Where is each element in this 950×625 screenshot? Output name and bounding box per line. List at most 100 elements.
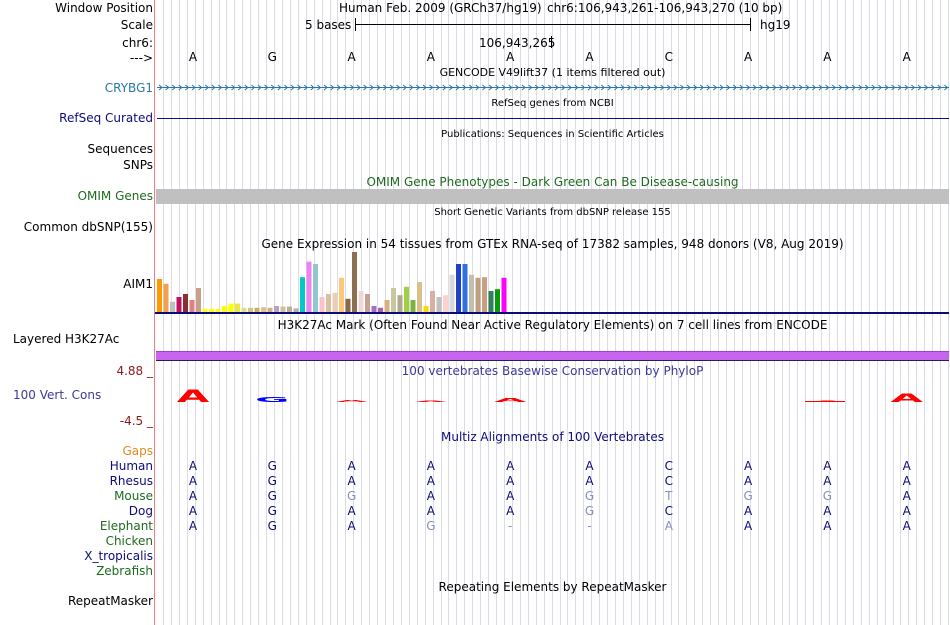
- gencode-strand-chevron: [660, 84, 665, 91]
- multiz-aligned-base: A: [902, 459, 911, 473]
- gencode-strand-chevron: [765, 84, 770, 91]
- multiz-species-label[interactable]: Chicken: [105, 534, 153, 548]
- gencode-strand-chevron: [468, 84, 473, 91]
- gtex-tissue-bar: [319, 297, 325, 312]
- phylop-conservation-letter: G: [255, 396, 289, 404]
- gencode-strand-chevron: [158, 84, 163, 91]
- multiz-aligned-base: C: [664, 504, 673, 518]
- gtex-tissue-bar: [163, 283, 169, 312]
- gtex-tissue-bar: [196, 288, 201, 312]
- gencode-strand-chevron: [165, 84, 170, 91]
- gencode-strand-chevron: [356, 84, 361, 91]
- gtex-tissue-bar: [209, 309, 214, 312]
- refseq-track-label[interactable]: RefSeq Curated: [59, 111, 153, 125]
- multiz-aligned-base: A: [347, 519, 356, 533]
- gencode-strand-chevron: [614, 84, 619, 91]
- gtex-tissue-bar: [475, 277, 481, 312]
- gtex-tissue-bar: [313, 264, 318, 312]
- phylop-track-label[interactable]: 100 Vert. Cons: [13, 388, 102, 402]
- gencode-strand-chevron: [587, 84, 592, 91]
- gtex-tissue-bar: [365, 294, 370, 312]
- reference-base: A: [188, 50, 198, 64]
- gencode-strand-chevron: [864, 84, 869, 91]
- gencode-strand-chevron: [719, 84, 724, 91]
- gencode-gene-label[interactable]: CRYBG1: [104, 81, 153, 95]
- gencode-strand-chevron: [607, 84, 612, 91]
- multiz-aligned-base: -: [587, 519, 592, 533]
- gencode-strand-chevron: [541, 84, 546, 91]
- multiz-aligned-base: A: [426, 459, 435, 473]
- multiz-aligned-base: G: [346, 489, 357, 503]
- gtex-tissue-bar: [443, 295, 448, 312]
- gencode-strand-chevron: [911, 84, 916, 91]
- h3k27ac-signal-band: [156, 352, 949, 361]
- multiz-aligned-base: G: [743, 489, 753, 503]
- multiz-aligned-base: A: [664, 519, 673, 533]
- gencode-strand-chevron: [369, 84, 374, 91]
- dbsnp-track-label[interactable]: Common dbSNP(155): [23, 220, 153, 234]
- gencode-strand-chevron: [323, 84, 328, 91]
- gtex-tissue-bar: [189, 300, 195, 312]
- gtex-tissue-bar: [391, 288, 396, 312]
- gencode-strand-chevron: [706, 84, 711, 91]
- multiz-aligned-base: A: [902, 519, 911, 533]
- gtex-gene-label[interactable]: AIM1: [123, 277, 153, 291]
- reference-base: A: [347, 50, 356, 64]
- gtex-tissue-bar: [248, 307, 253, 312]
- publications-label-sequences[interactable]: Sequences: [87, 142, 153, 156]
- strand-arrow-label: --->: [129, 51, 153, 65]
- gencode-strand-chevron: [310, 84, 315, 91]
- gencode-strand-chevron: [944, 84, 949, 91]
- gencode-strand-chevron: [924, 84, 929, 91]
- gencode-strand-chevron: [251, 84, 256, 91]
- gtex-tissue-bar: [436, 297, 442, 312]
- gencode-title: GENCODE V49lift37 (1 items filtered out): [439, 66, 666, 79]
- gencode-strand-chevron: [759, 84, 764, 91]
- gencode-strand-chevron: [825, 84, 830, 91]
- gencode-strand-chevron: [475, 84, 480, 91]
- multiz-aligned-base: A: [347, 504, 356, 518]
- gencode-strand-chevron: [224, 84, 229, 91]
- gencode-strand-chevron: [449, 84, 454, 91]
- reference-base: A: [743, 50, 753, 64]
- gencode-strand-chevron: [534, 84, 539, 91]
- gtex-tissue-bar: [430, 291, 435, 312]
- multiz-aligned-base: A: [902, 504, 911, 518]
- omim-track-label[interactable]: OMIM Genes: [77, 189, 153, 203]
- gtex-tissue-bar: [157, 279, 162, 312]
- multiz-aligned-base: G: [267, 519, 277, 533]
- multiz-aligned-base: G: [584, 489, 595, 503]
- multiz-aligned-base: A: [188, 459, 198, 473]
- h3k27ac-track-label[interactable]: Layered H3K27Ac: [13, 332, 120, 346]
- gtex-tissue-bar: [202, 309, 208, 312]
- multiz-species-label[interactable]: Elephant: [99, 519, 153, 533]
- gencode-strand-chevron: [363, 84, 368, 91]
- rmsk-track-label[interactable]: RepeatMasker: [67, 594, 153, 608]
- multiz-species-label[interactable]: Dog: [128, 504, 153, 518]
- gaps-label[interactable]: Gaps: [122, 444, 153, 458]
- gencode-strand-chevron: [838, 84, 843, 91]
- multiz-species-label[interactable]: Mouse: [114, 489, 153, 503]
- multiz-species-label[interactable]: Zebrafish: [96, 564, 153, 578]
- publications-label-snps[interactable]: SNPs: [123, 158, 153, 172]
- h3k27ac-title: H3K27Ac Mark (Often Found Near Active Re…: [277, 318, 828, 332]
- reference-base: A: [585, 50, 594, 64]
- gencode-strand-chevron: [482, 84, 487, 91]
- gtex-tissue-bar: [352, 252, 357, 312]
- gtex-tissue-bar: [449, 274, 455, 312]
- multiz-title: Multiz Alignments of 100 Vertebrates: [440, 430, 665, 444]
- multiz-species-label[interactable]: X_tropicalis: [84, 549, 153, 563]
- gencode-strand-chevron: [561, 84, 566, 91]
- gencode-strand-chevron: [402, 84, 407, 91]
- refseq-title: RefSeq genes from NCBI: [491, 98, 614, 109]
- gencode-strand-chevron: [237, 84, 242, 91]
- gencode-strand-chevron: [904, 84, 909, 91]
- multiz-species-label[interactable]: Rhesus: [109, 474, 153, 488]
- multiz-species-label[interactable]: Human: [109, 459, 153, 473]
- gencode-strand-chevron: [633, 84, 638, 91]
- reference-base: A: [426, 50, 435, 64]
- gtex-tissue-bar: [332, 292, 338, 312]
- phylop-conservation-letter: A: [494, 397, 528, 404]
- gencode-strand-chevron: [211, 84, 216, 91]
